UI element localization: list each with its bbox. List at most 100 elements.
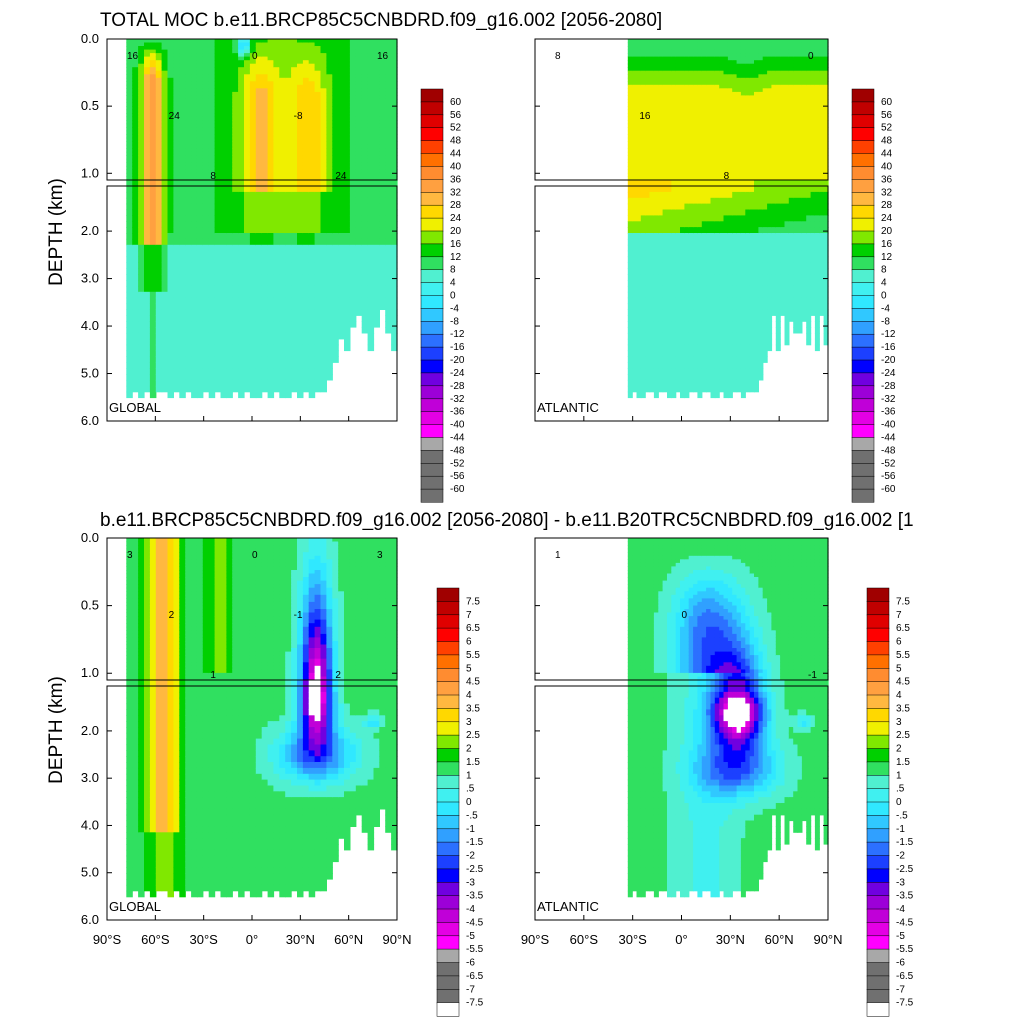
field-cell (167, 130, 174, 135)
field-cell (662, 123, 668, 128)
field-cell (161, 56, 169, 61)
field-cell (220, 191, 227, 199)
field-cell (745, 113, 751, 118)
field-cell (653, 46, 659, 51)
field-cell (688, 158, 694, 163)
field-cell (308, 106, 316, 111)
field-cell (302, 70, 310, 75)
field-cell (320, 368, 327, 375)
field-cell (640, 162, 646, 167)
field-cell (749, 102, 755, 107)
field-cell (314, 155, 322, 160)
field-cell (167, 176, 174, 181)
field-cell (208, 102, 216, 107)
field-cell (771, 42, 777, 47)
field-cell (680, 130, 685, 135)
field-cell (126, 250, 133, 258)
field-cell (355, 46, 363, 51)
field-cell (367, 42, 375, 47)
field-cell (649, 53, 655, 58)
field-cell (191, 172, 198, 177)
field-cell (373, 280, 380, 287)
field-cell (373, 221, 380, 228)
field-cell (697, 148, 703, 153)
field-cell (379, 60, 386, 65)
field-cell (719, 113, 725, 118)
field-cell (214, 321, 222, 328)
field-cell (279, 332, 286, 340)
field-cell (649, 56, 655, 61)
field-cell (373, 120, 380, 125)
field-cell (693, 176, 699, 181)
field-cell (706, 46, 712, 51)
field-cell (355, 137, 363, 142)
field-cell (344, 116, 351, 121)
field-cell (126, 221, 133, 228)
field-cell (291, 209, 298, 216)
field-cell (332, 137, 339, 142)
field-cell (196, 250, 204, 258)
field-cell (736, 109, 742, 114)
field-cell (338, 162, 345, 167)
field-cell (701, 70, 707, 75)
field-cell (244, 102, 251, 107)
field-cell (640, 176, 646, 181)
field-cell (144, 203, 151, 211)
field-cell (671, 84, 677, 89)
field-cell (167, 134, 174, 139)
field-cell (167, 95, 174, 100)
field-cell (202, 46, 210, 51)
field-cell (338, 67, 345, 72)
field-cell (391, 130, 398, 135)
field-cell (640, 67, 646, 72)
field-cell (126, 77, 133, 82)
field-cell (167, 244, 174, 252)
field-cell (355, 250, 363, 258)
field-cell (762, 127, 768, 132)
field-cell (149, 60, 157, 65)
field-cell (379, 297, 386, 305)
field-cell (688, 84, 694, 89)
field-cell (214, 137, 222, 142)
field-cell (361, 221, 369, 228)
field-cell (793, 172, 799, 177)
field-cell (784, 134, 790, 139)
field-cell (758, 141, 764, 146)
field-cell (232, 250, 239, 258)
field-cell (244, 176, 251, 181)
field-cell (391, 315, 398, 322)
field-cell (710, 98, 716, 103)
field-cell (155, 106, 163, 111)
field-cell (658, 53, 664, 58)
field-cell (185, 303, 192, 310)
field-cell (632, 70, 638, 75)
field-cell (291, 130, 298, 135)
field-cell (767, 148, 773, 153)
field-cell (367, 169, 375, 174)
field-cell (202, 172, 210, 177)
field-cell (784, 102, 790, 107)
field-cell (349, 144, 357, 149)
field-cell (640, 88, 646, 93)
field-cell (314, 148, 322, 153)
field-cell (144, 262, 151, 269)
field-cell (355, 134, 363, 139)
field-cell (379, 250, 386, 258)
field-cell (261, 137, 269, 142)
field-cell (185, 165, 192, 170)
field-cell (320, 191, 327, 199)
field-cell (261, 172, 269, 177)
field-cell (775, 77, 781, 82)
field-cell (379, 268, 386, 275)
field-cell (367, 53, 375, 58)
field-cell (302, 256, 310, 263)
field-cell (632, 130, 638, 135)
field-cell (719, 84, 725, 89)
field-cell (736, 46, 742, 51)
field-cell (379, 197, 386, 205)
field-cell (244, 244, 251, 252)
field-cell (302, 130, 310, 135)
field-cell (767, 130, 773, 135)
field-cell (762, 60, 768, 65)
field-cell (185, 203, 192, 211)
